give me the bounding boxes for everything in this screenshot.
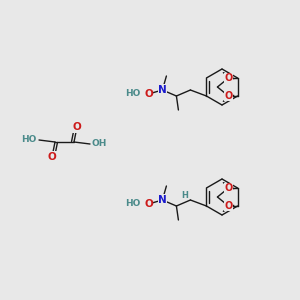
Text: H: H [182, 191, 188, 200]
Text: O: O [224, 183, 232, 193]
Text: N: N [158, 85, 167, 95]
Text: O: O [144, 199, 153, 209]
Text: OH: OH [92, 140, 107, 148]
Text: N: N [158, 195, 167, 205]
Text: O: O [224, 91, 232, 101]
Text: O: O [73, 122, 81, 132]
Text: O: O [144, 89, 153, 99]
Text: O: O [224, 73, 232, 83]
Text: HO: HO [22, 136, 37, 145]
Text: HO: HO [125, 89, 140, 98]
Text: O: O [48, 152, 56, 162]
Text: HO: HO [125, 200, 140, 208]
Text: O: O [224, 201, 232, 211]
